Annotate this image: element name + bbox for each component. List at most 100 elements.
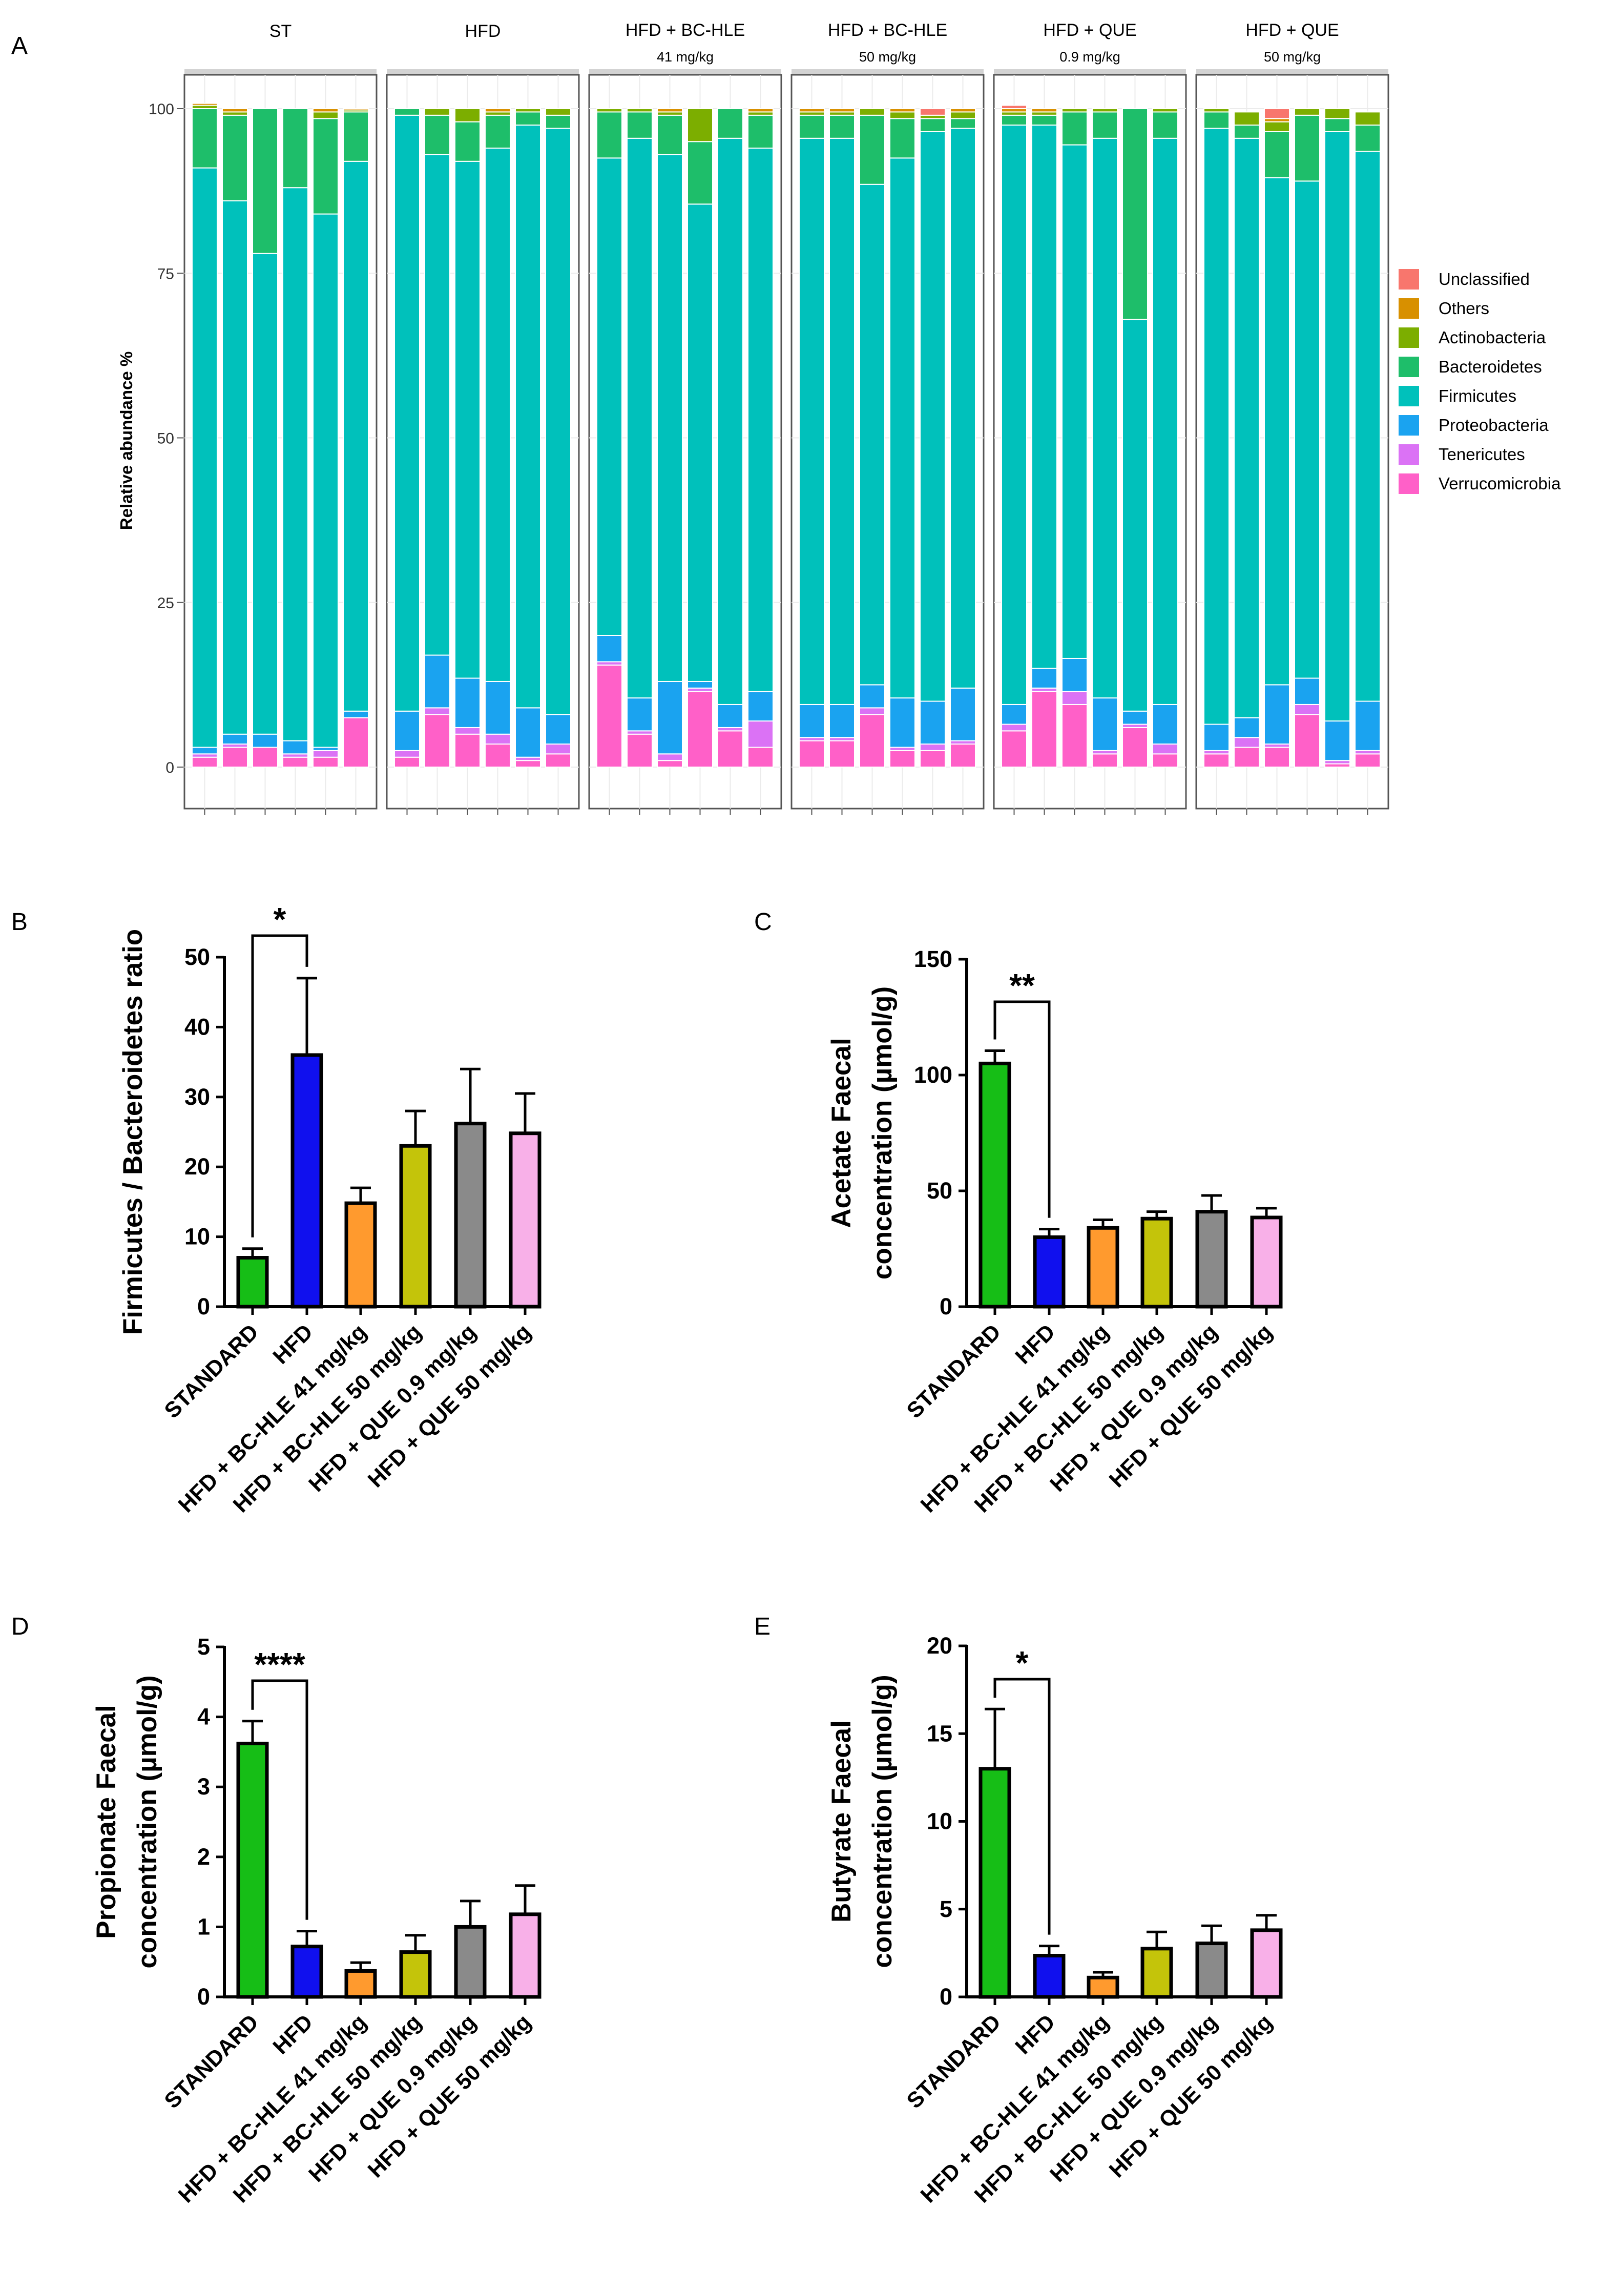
- stacked-segment-verrucomicrobia: [596, 664, 622, 768]
- legend-swatch-tenericutes: [1399, 444, 1419, 465]
- facet-2: HFD: [386, 22, 580, 815]
- stacked-segment-firmicutes: [1234, 137, 1260, 718]
- stacked-segment-verrucomicrobia: [920, 750, 946, 768]
- bar: [236, 1256, 269, 1309]
- stacked-segment-actinobacteria: [1152, 108, 1178, 113]
- stacked-segment-firmicutes: [545, 128, 571, 715]
- stacked-segment-proteobacteria: [1264, 684, 1290, 745]
- y-tick-label: 40: [184, 1014, 210, 1040]
- stacked-segment-actinobacteria: [627, 108, 653, 113]
- stacked-segment-actinobacteria: [1234, 111, 1260, 126]
- stacked-segment-bacteroidetes: [596, 111, 622, 159]
- stacked-segment-verrucomicrobia: [1152, 753, 1178, 768]
- facet-strip: [184, 69, 377, 75]
- legend-swatch-verrucomicrobia: [1399, 473, 1419, 494]
- stacked-segment-firmicutes: [687, 203, 713, 682]
- stacked-segment-bacteroidetes: [1324, 118, 1350, 132]
- stacked-segment-bacteroidetes: [282, 108, 308, 189]
- x-tick-label: HFD: [1011, 2010, 1060, 2059]
- significance-bracket: [251, 1679, 308, 1920]
- stacked-segment-proteobacteria: [343, 710, 369, 718]
- bar: [454, 1925, 487, 1999]
- y-tick-label: 10: [184, 1224, 210, 1250]
- legend-swatch-unclassified: [1399, 269, 1419, 290]
- stacked-segment-firmicutes: [747, 148, 774, 692]
- stacked-segment-firmicutes: [950, 128, 976, 689]
- stacked-segment-proteobacteria: [950, 687, 976, 741]
- stacked-segment-bacteroidetes: [687, 141, 713, 205]
- bar: [1087, 1975, 1119, 1999]
- stacked-segment-proteobacteria: [252, 733, 278, 748]
- stacked-segment-firmicutes: [1092, 137, 1118, 699]
- stacked-segment-bacteroidetes: [950, 118, 976, 129]
- stacked-segment-verrucomicrobia: [394, 756, 420, 768]
- panel-label-b: B: [11, 909, 28, 936]
- y-tick-label: 15: [927, 1720, 952, 1746]
- facet-title: ST: [269, 22, 292, 41]
- stacked-segment-tenericutes: [1001, 724, 1027, 732]
- facet-title: HFD + QUE: [1245, 20, 1339, 40]
- stacked-segment-actinobacteria: [515, 108, 541, 113]
- stacked-segment-proteobacteria: [747, 691, 774, 722]
- bar: [344, 1969, 377, 1999]
- stacked-segment-others: [829, 108, 855, 113]
- stacked-segment-firmicutes: [1203, 128, 1230, 725]
- stacked-segment-proteobacteria: [1355, 700, 1381, 751]
- stacked-segment-bacteroidetes: [747, 114, 774, 149]
- bar: [290, 1053, 323, 1309]
- y-tick-label: 2: [197, 1844, 210, 1870]
- x-tick-label: STANDARD: [902, 1319, 1006, 1423]
- stacked-segment-proteobacteria: [485, 680, 511, 735]
- stacked-segment-firmicutes: [515, 125, 541, 709]
- stacked-segment-verrucomicrobia: [1294, 714, 1320, 768]
- stacked-segment-firmicutes: [717, 137, 743, 705]
- stacked-segment-firmicutes: [1031, 125, 1057, 669]
- y-axis-label: Acetate Faecal: [826, 1038, 857, 1228]
- stacked-segment-bacteroidetes: [1061, 111, 1088, 146]
- stacked-segment-verrucomicrobia: [1001, 730, 1027, 768]
- stacked-segment-verrucomicrobia: [747, 747, 774, 768]
- stacked-segment-bacteroidetes: [1203, 111, 1230, 129]
- significance-label: ****: [254, 1646, 305, 1683]
- stacked-segment-firmicutes: [1264, 177, 1290, 686]
- y-tick-label: 1: [197, 1913, 210, 1939]
- stacked-segment-verrucomicrobia: [889, 750, 915, 768]
- x-tick-label: STANDARD: [160, 1319, 263, 1423]
- bar: [1033, 1954, 1066, 1999]
- stacked-segment-bacteroidetes: [313, 118, 339, 215]
- stacked-segment-verrucomicrobia: [950, 744, 976, 768]
- stacked-segment-verrucomicrobia: [1031, 691, 1057, 768]
- bar: [978, 1061, 1011, 1309]
- stacked-segment-tenericutes: [454, 727, 481, 735]
- stacked-segment-bacteroidetes: [394, 108, 420, 116]
- stacked-segment-bacteroidetes: [192, 108, 218, 169]
- y-tick-label: 10: [927, 1808, 952, 1834]
- panel-label-a: A: [11, 32, 28, 59]
- stacked-segment-tenericutes: [485, 733, 511, 745]
- stacked-segment-actinobacteria: [313, 111, 339, 119]
- bar: [1195, 1942, 1228, 1999]
- stacked-segment-others: [343, 108, 369, 111]
- stacked-segment-proteobacteria: [424, 654, 450, 709]
- stacked-segment-actinobacteria: [1324, 108, 1350, 119]
- stacked-segment-bacteroidetes: [1122, 108, 1148, 320]
- facet-title: HFD + BC-HLE: [626, 20, 745, 40]
- stacked-segment-verrucomicrobia: [1203, 753, 1230, 768]
- stacked-segment-tenericutes: [1234, 737, 1260, 748]
- stacked-segment-verrucomicrobia: [1264, 747, 1290, 768]
- stacked-segment-firmicutes: [424, 154, 450, 656]
- stacked-segment-verrucomicrobia: [1061, 704, 1088, 768]
- bar: [978, 1767, 1011, 1999]
- stacked-segment-bacteroidetes: [343, 111, 369, 162]
- stacked-segment-verrucomicrobia: [687, 691, 713, 768]
- stacked-segment-tenericutes: [920, 744, 946, 751]
- stacked-segment-bacteroidetes: [1294, 114, 1320, 182]
- stacked-segment-proteobacteria: [1001, 704, 1027, 725]
- stacked-segment-firmicutes: [1001, 125, 1027, 705]
- stacked-segment-verrucomicrobia: [627, 733, 653, 768]
- legend-label-unclassified: Unclassified: [1439, 270, 1530, 288]
- legend-swatch-proteobacteria: [1399, 415, 1419, 436]
- significance-label: *: [274, 901, 286, 938]
- stacked-segment-verrucomicrobia: [515, 760, 541, 768]
- y-axis-label: concentration (µmol/g): [867, 986, 898, 1280]
